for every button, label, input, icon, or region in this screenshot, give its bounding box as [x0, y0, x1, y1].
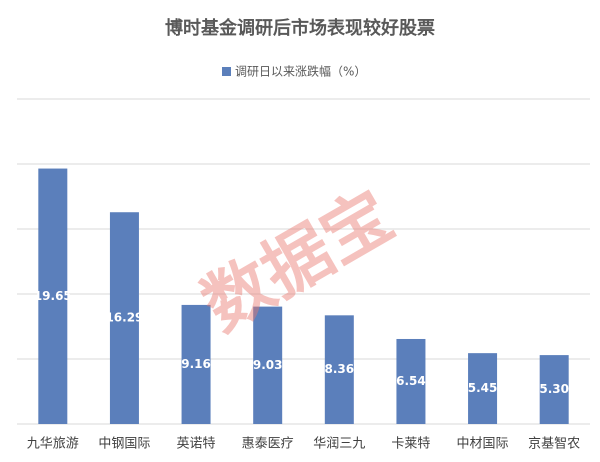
bar: [253, 306, 283, 424]
value-label: 9.03: [253, 358, 283, 372]
bar: [396, 338, 426, 424]
value-label: 9.16: [181, 357, 211, 371]
value-label: 8.36: [325, 362, 355, 376]
legend: 调研日以来涨跌幅（%）: [222, 64, 366, 79]
bar: [38, 168, 68, 424]
watermark: 数据宝: [190, 176, 406, 346]
x-tick-label: 华润三九: [313, 437, 365, 452]
bar: [324, 315, 354, 424]
bar: [109, 212, 139, 424]
value-label: 16.29: [105, 311, 143, 325]
value-label: 5.45: [468, 381, 498, 395]
x-tick-label: 卡莱特: [391, 437, 430, 452]
value-label: 5.30: [539, 382, 569, 396]
x-tick-label: 中钢国际: [98, 437, 150, 452]
chart-title: 博时基金调研后市场表现较好股票: [165, 17, 435, 39]
bar: [539, 355, 569, 424]
bar: [468, 353, 498, 424]
value-label: 6.54: [396, 374, 426, 388]
x-tick-label: 英诺特: [177, 437, 216, 452]
bar: [181, 304, 211, 424]
legend-swatch: [222, 67, 231, 76]
x-tick-label: 中材国际: [457, 437, 509, 452]
legend-label: 调研日以来涨跌幅（%）: [235, 64, 366, 79]
x-tick-label: 惠泰医疗: [242, 437, 294, 452]
value-label: 19.65: [34, 289, 72, 303]
x-tick-label: 京基智农: [528, 437, 580, 452]
x-tick-label: 九华旅游: [27, 437, 79, 452]
bars: 19.65 16.29 9.16 9.03 8.36 6.54 5.45 5.30 九华旅游 中钢…: [27, 168, 580, 452]
